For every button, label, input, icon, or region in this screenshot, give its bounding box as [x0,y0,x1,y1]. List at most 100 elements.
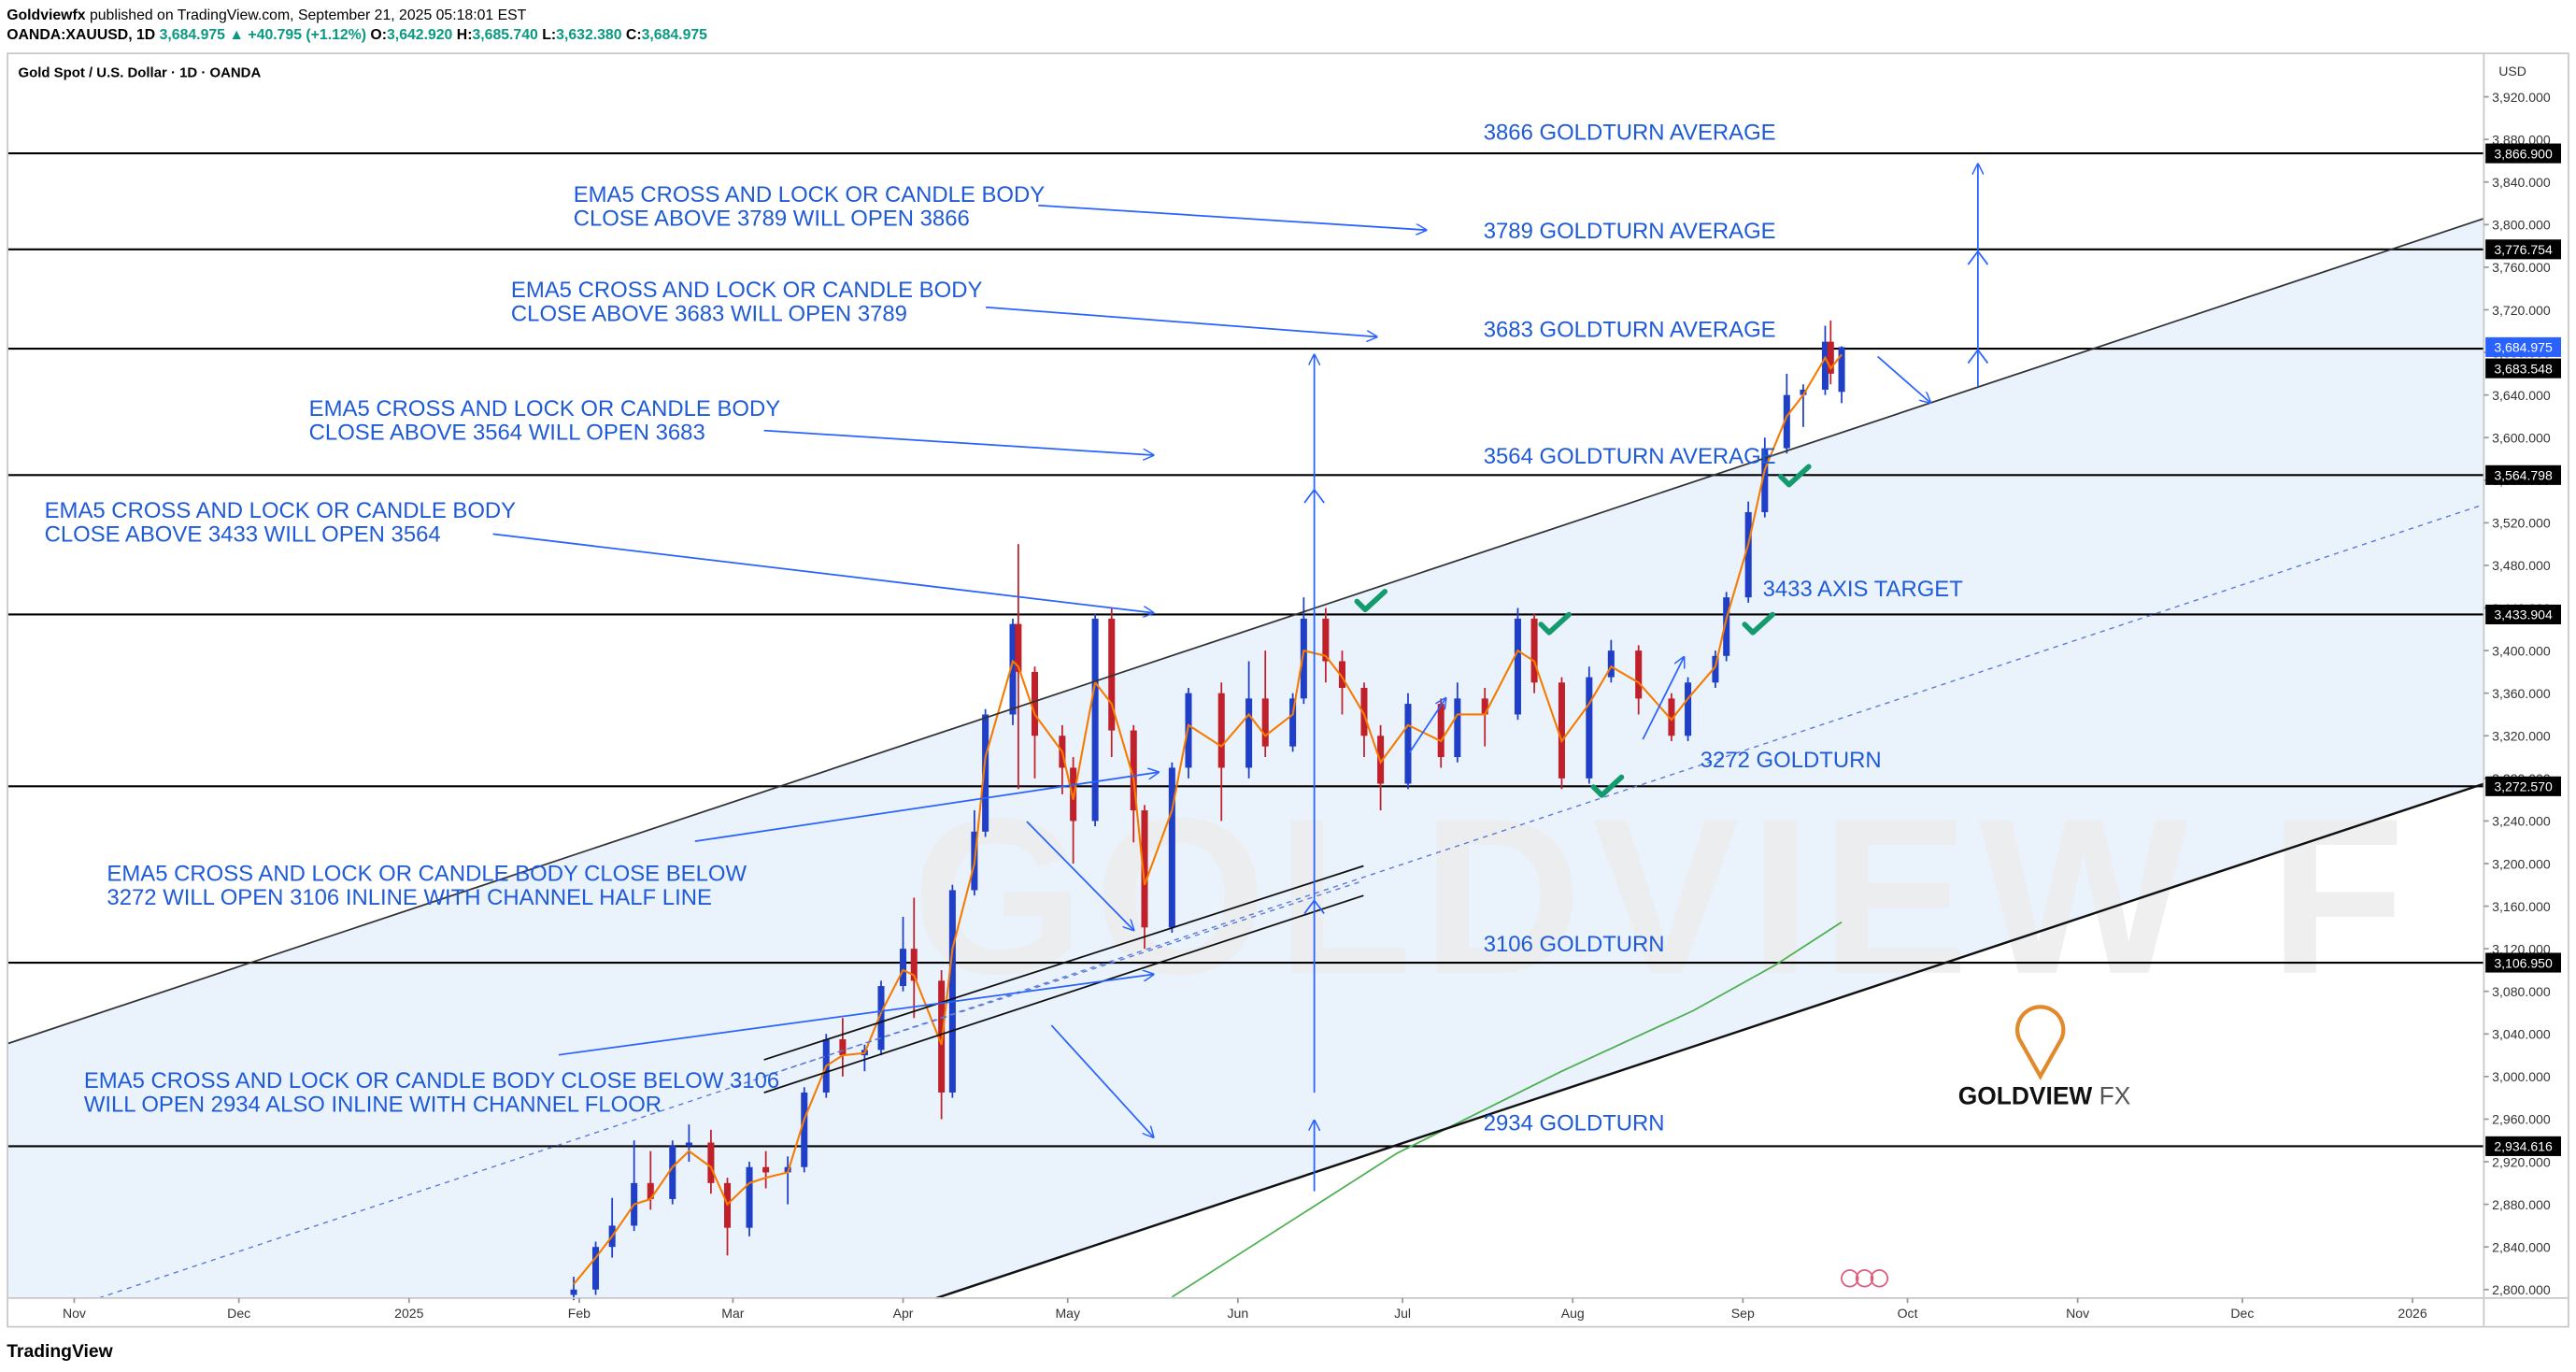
chart-layer: GOLDVIEW F [7,152,2484,1301]
arrow [694,772,1159,843]
annotation: 3272 WILL OPEN 3106 INLINE WITH CHANNEL … [107,885,711,910]
candle-body [1322,618,1330,662]
level-tag-label: 3,272.570 [2494,779,2553,794]
candle-body [1712,655,1719,683]
level-tag [2485,776,2562,796]
y-tick-label: 3,200.000 [2492,856,2551,871]
arrow [763,429,1154,455]
candle-body [1168,767,1175,928]
annotation: EMA5 CROSS AND LOCK OR CANDLE BODY [309,396,781,422]
candle-body [1185,693,1192,768]
annotation: EMA5 CROSS AND LOCK OR CANDLE BODY [511,278,983,303]
change: ▲ +40.795 (+1.12%) [229,27,366,43]
y-tick-label: 3,080.000 [2492,984,2551,999]
annotation: EMA5 CROSS AND LOCK OR CANDLE BODY CLOSE… [107,861,747,886]
annotation: 3866 GOLDTURN AVERAGE [1484,120,1776,145]
candle-body [1141,810,1148,928]
ohlc-key: H: [457,27,473,43]
x-tick-label: Dec [2230,1306,2254,1321]
candle-body [1514,618,1521,715]
candle-body [839,1039,847,1056]
candle-body [1009,623,1017,715]
candle-body [982,714,989,832]
candle-body [1558,682,1565,779]
level-tag-label: 3,433.904 [2494,607,2553,622]
arrow [1038,204,1426,230]
candle-body [592,1247,600,1290]
x-tick-label: Nov [2066,1306,2089,1321]
y-tick-label: 3,160.000 [2492,899,2551,914]
candle-body [746,1166,753,1228]
arrow [1050,1024,1153,1137]
x-tick-label: Oct [1898,1306,1918,1321]
chart-frame [7,52,2569,1328]
candle-body [1454,698,1461,758]
annotation: 3683 GOLDTURN AVERAGE [1484,317,1776,342]
checkmark [1742,611,1775,636]
y-tick-label: 3,240.000 [2492,814,2551,829]
annotation: CLOSE ABOVE 3789 WILL OPEN 3866 [574,207,970,232]
y-tick-label: 3,840.000 [2492,175,2551,190]
x-tick-label: Jul [1394,1306,1411,1321]
y-tick-label: 3,320.000 [2492,729,2551,744]
arrow [558,975,1153,1056]
price-axis: Nov Dec 2025 Feb Mar Apr May Jun Jul Aug Sep Oct Nov… [7,54,2569,1326]
x-tick-label: Nov [63,1306,86,1321]
inner-channel [763,865,1364,1061]
annotation: EMA5 CROSS AND LOCK OR CANDLE BODY [45,498,517,523]
y-tick-label: 2,840.000 [2492,1239,2551,1254]
candle-body [1261,698,1269,747]
candle-body [1481,698,1488,715]
arrow [1877,355,1930,403]
y-tick-label: 3,360.000 [2492,686,2551,701]
level-tag [2485,952,2562,973]
annotation: CLOSE ABOVE 3683 WILL OPEN 3789 [511,302,907,327]
candle-body [801,1092,808,1167]
x-tick-label: Sep [1731,1306,1755,1321]
checkmark [1590,774,1625,798]
level-tag-label: 3,683.548 [2494,361,2553,376]
logo-suffix: FX [2099,1081,2131,1109]
candle-body [647,1182,654,1199]
annotation: CLOSE ABOVE 3564 WILL OPEN 3683 [309,420,705,445]
candle-body [1783,394,1790,449]
header-line-2: OANDA:XAUUSD, 1D 3,684.975 ▲ +40.795 (+1… [7,27,707,43]
inner-channel [763,894,1364,1093]
arrow [1408,698,1446,753]
candle-body [1404,704,1412,784]
candle-body [1130,730,1137,811]
level-tag-label: 3,564.798 [2494,468,2553,483]
last-price-tag [2485,336,2562,357]
watermark: GOLDVIEW F [912,773,2414,1021]
symbol: OANDA:XAUUSD, 1D [7,27,155,43]
level-tag [2485,464,2562,485]
y-tick-label: 3,800.000 [2492,218,2551,233]
ohlc-value: 3,632.380 [556,27,622,43]
arrow-head [1303,488,1325,915]
level-tag-label: 3,776.754 [2494,242,2553,257]
x-tick-label: Mar [721,1306,745,1321]
x-tick-label: Jun [1228,1306,1249,1321]
candle-body [1300,618,1307,699]
annotation: 3564 GOLDTURN AVERAGE [1484,444,1776,469]
level-tag-label: 2,934.616 [2494,1139,2553,1154]
arrow [985,306,1376,337]
annotation: EMA5 CROSS AND LOCK OR CANDLE BODY [574,182,1046,207]
level-tag [2485,358,2562,379]
candle-body [1685,682,1692,736]
annotation: 3272 GOLDTURN [1701,748,1882,773]
level-tag [2485,1136,2562,1156]
candle-body [1031,671,1039,736]
annotation: 3433 AXIS TARGET [1763,577,1964,602]
drawings: GOLDVIEW FX [7,164,2484,1300]
candle-body [762,1166,770,1173]
x-tick-label: Dec [227,1306,250,1321]
candle-body [1437,704,1445,758]
candle-body [910,949,918,981]
candle-body [1821,341,1829,390]
arrow-head [1967,250,1989,364]
channel-upper [7,217,2484,1045]
checkmark [1778,464,1812,488]
candle-body [1744,511,1752,598]
